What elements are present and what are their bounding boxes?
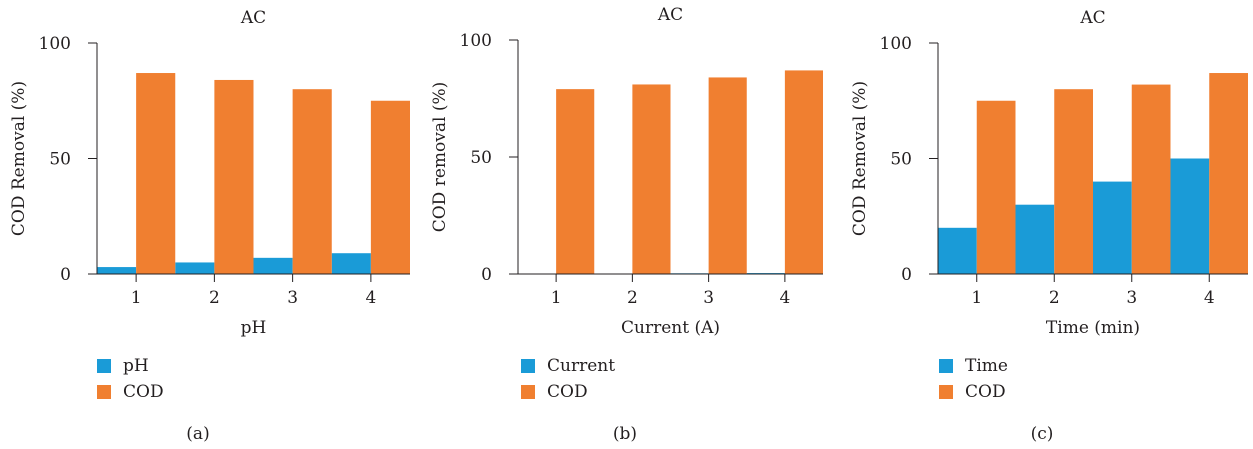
legend-label: COD — [547, 382, 588, 402]
x-tick-label: 2 — [209, 288, 220, 308]
legend-label: COD — [123, 382, 164, 402]
bar — [292, 89, 332, 274]
x-axis-label: Current (A) — [621, 318, 720, 338]
legend: Time COD — [939, 353, 1008, 405]
y-tick-label: 50 — [470, 148, 492, 168]
x-tick-label: 1 — [971, 288, 982, 308]
x-tick-label: 1 — [131, 288, 142, 308]
chart-a: 0 50 100 1 2 3 4 AC pH COD Removal (%) — [9, 8, 410, 338]
y-tick-label: 50 — [890, 150, 912, 170]
legend: Current COD — [521, 353, 615, 405]
y-tick-label: 0 — [60, 265, 71, 285]
bar — [938, 227, 977, 274]
x-tick-label: 2 — [1049, 288, 1060, 308]
legend-swatch — [521, 385, 535, 399]
legend-swatch — [97, 359, 111, 373]
bar — [97, 267, 137, 274]
legend-swatch — [521, 359, 535, 373]
chart-panel-a: 0 50 100 1 2 3 4 AC pH COD Removal (%) pH COD (a) — [0, 0, 420, 449]
legend-item: pH — [97, 353, 164, 379]
bar — [1054, 89, 1093, 274]
chart-panel-b: 0 50 100 1 2 3 4 AC Current (A) COD removal (%) C… — [420, 0, 840, 449]
bar — [784, 70, 823, 274]
legend-swatch — [97, 385, 111, 399]
y-tick-label: 0 — [901, 265, 912, 285]
x-tick-label: 4 — [1204, 288, 1215, 308]
y-tick-label: 100 — [880, 34, 912, 54]
legend-label: Current — [547, 356, 616, 376]
chart-panel-c: 0 50 100 1 2 3 4 AC Time (min) COD Removal (%) Ti… — [840, 0, 1253, 449]
bar — [976, 100, 1016, 274]
x-tick-label: 3 — [287, 288, 298, 308]
legend-swatch — [939, 359, 953, 373]
legend-swatch — [939, 385, 953, 399]
x-tick-label: 3 — [703, 288, 714, 308]
y-tick-label: 50 — [49, 150, 71, 170]
bar — [1015, 204, 1055, 274]
bar — [708, 77, 747, 274]
bar — [136, 73, 176, 274]
bar — [253, 257, 293, 274]
x-tick-label: 4 — [779, 288, 790, 308]
bar — [556, 89, 595, 274]
x-tick-label: 1 — [551, 288, 562, 308]
bar — [175, 262, 215, 274]
y-axis-label: COD Removal (%) — [850, 81, 870, 236]
legend-item: Time — [939, 353, 1008, 379]
chart-title: AC — [657, 5, 683, 25]
x-axis-label: Time (min) — [1046, 318, 1140, 338]
bar — [370, 100, 410, 274]
x-tick-label: 3 — [1126, 288, 1137, 308]
y-axis-label: COD Removal (%) — [9, 81, 29, 236]
panel-label: (c) — [1030, 424, 1054, 444]
panel-label: (a) — [186, 424, 210, 444]
chart-title: AC — [240, 8, 266, 28]
legend: pH COD — [97, 353, 164, 405]
legend-item: COD — [939, 379, 1008, 405]
bar — [632, 84, 671, 275]
bar — [1170, 158, 1210, 274]
y-tick-label: 100 — [460, 31, 492, 51]
chart-title: AC — [1079, 8, 1105, 28]
legend-label: COD — [965, 382, 1006, 402]
legend-item: COD — [521, 379, 615, 405]
x-tick-label: 4 — [365, 288, 376, 308]
bar — [1131, 84, 1171, 274]
bar — [1209, 73, 1248, 274]
legend-item: Current — [521, 353, 615, 379]
legend-label: Time — [965, 356, 1008, 376]
y-tick-label: 100 — [39, 34, 71, 54]
legend-label: pH — [123, 356, 149, 376]
y-tick-label: 0 — [481, 265, 492, 285]
panel-label: (b) — [612, 424, 638, 444]
bar — [214, 79, 254, 275]
bar — [331, 253, 371, 274]
legend-item: COD — [97, 379, 164, 405]
chart-b: 0 50 100 1 2 3 4 AC Current (A) COD removal (%) — [430, 5, 823, 338]
x-tick-label: 2 — [627, 288, 638, 308]
bar — [1093, 181, 1132, 274]
x-axis-label: pH — [241, 318, 267, 338]
y-axis-label: COD removal (%) — [430, 82, 450, 233]
chart-c: 0 50 100 1 2 3 4 AC Time (min) COD Removal (%) — [850, 8, 1248, 338]
